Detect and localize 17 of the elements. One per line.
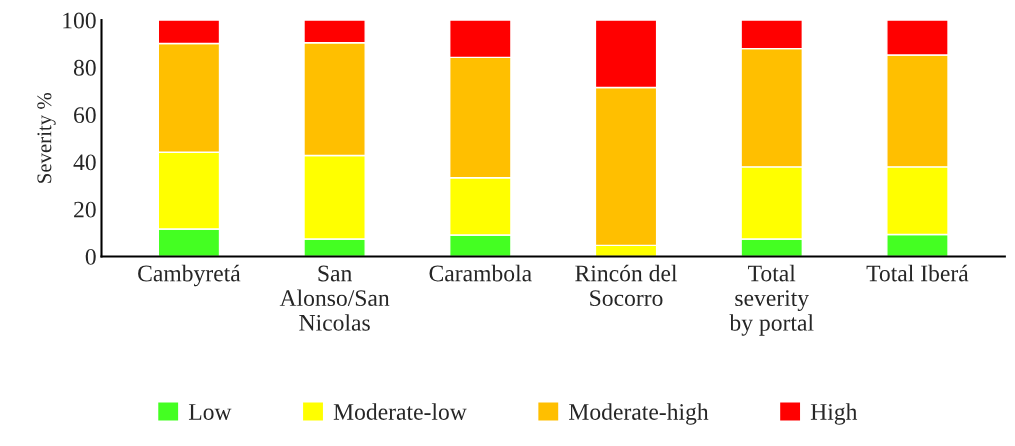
y-tick-label: 0 <box>85 248 96 265</box>
legend-label: Low <box>188 404 232 420</box>
y-tick-label: 40 <box>73 154 96 171</box>
y-axis-title: Severity % <box>37 92 56 183</box>
y-tick-label: 80 <box>73 59 96 76</box>
y-tick-label: 100 <box>63 12 96 29</box>
y-tick-label: 20 <box>74 201 96 218</box>
x-tick-label: San Alonso/San Nicolas <box>279 265 390 331</box>
legend-label: Moderate-low <box>333 403 467 420</box>
x-tick-label: Cambyretá <box>138 264 241 287</box>
x-tick-label: Total Iberá <box>866 264 969 282</box>
legend-label: High <box>810 403 858 425</box>
x-tick-label: Rincón del Socorro <box>575 264 678 307</box>
legend-label: Moderate-high <box>569 403 709 425</box>
y-tick-label: 60 <box>74 107 96 124</box>
x-tick-label: Total severity by portal <box>729 264 814 336</box>
x-tick-label: Carambola <box>429 264 532 282</box>
